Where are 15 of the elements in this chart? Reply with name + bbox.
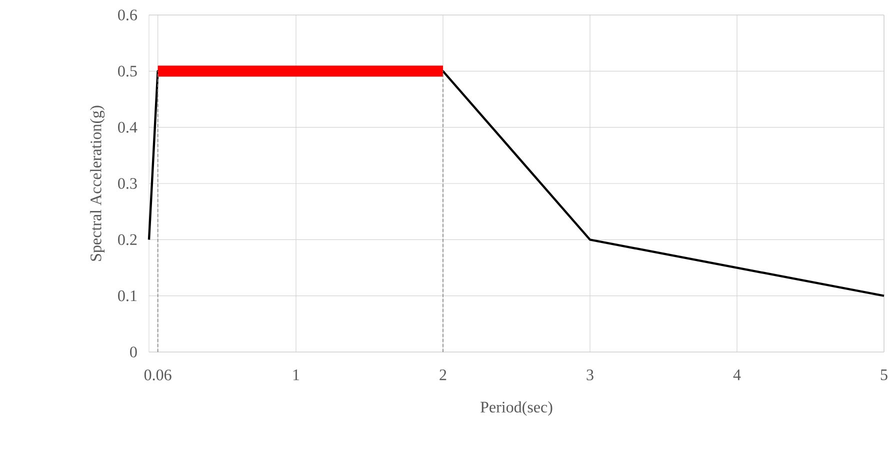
x-tick-label: 4 [733, 370, 741, 380]
y-axis-title: Spectral Acceleration(g) [90, 106, 105, 261]
y-tick-label: 0.4 [118, 122, 138, 133]
y-tick-label: 0.3 [118, 178, 137, 189]
x-tick-label: 0.06 [144, 370, 172, 380]
x-tick-label: 1 [293, 370, 300, 380]
x-tick-label: 2 [440, 370, 446, 380]
x-tick-label: 3 [586, 370, 594, 380]
y-tick-label: 0.6 [118, 10, 137, 20]
x-tick-label: 5 [880, 370, 888, 380]
y-tick-label: 0.1 [118, 290, 137, 302]
y-tick-label: 0.5 [118, 66, 137, 77]
x-axis-title: Period(sec) [480, 401, 552, 416]
y-tick-label: 0.2 [118, 234, 137, 246]
y-tick-label: 0 [130, 346, 137, 358]
